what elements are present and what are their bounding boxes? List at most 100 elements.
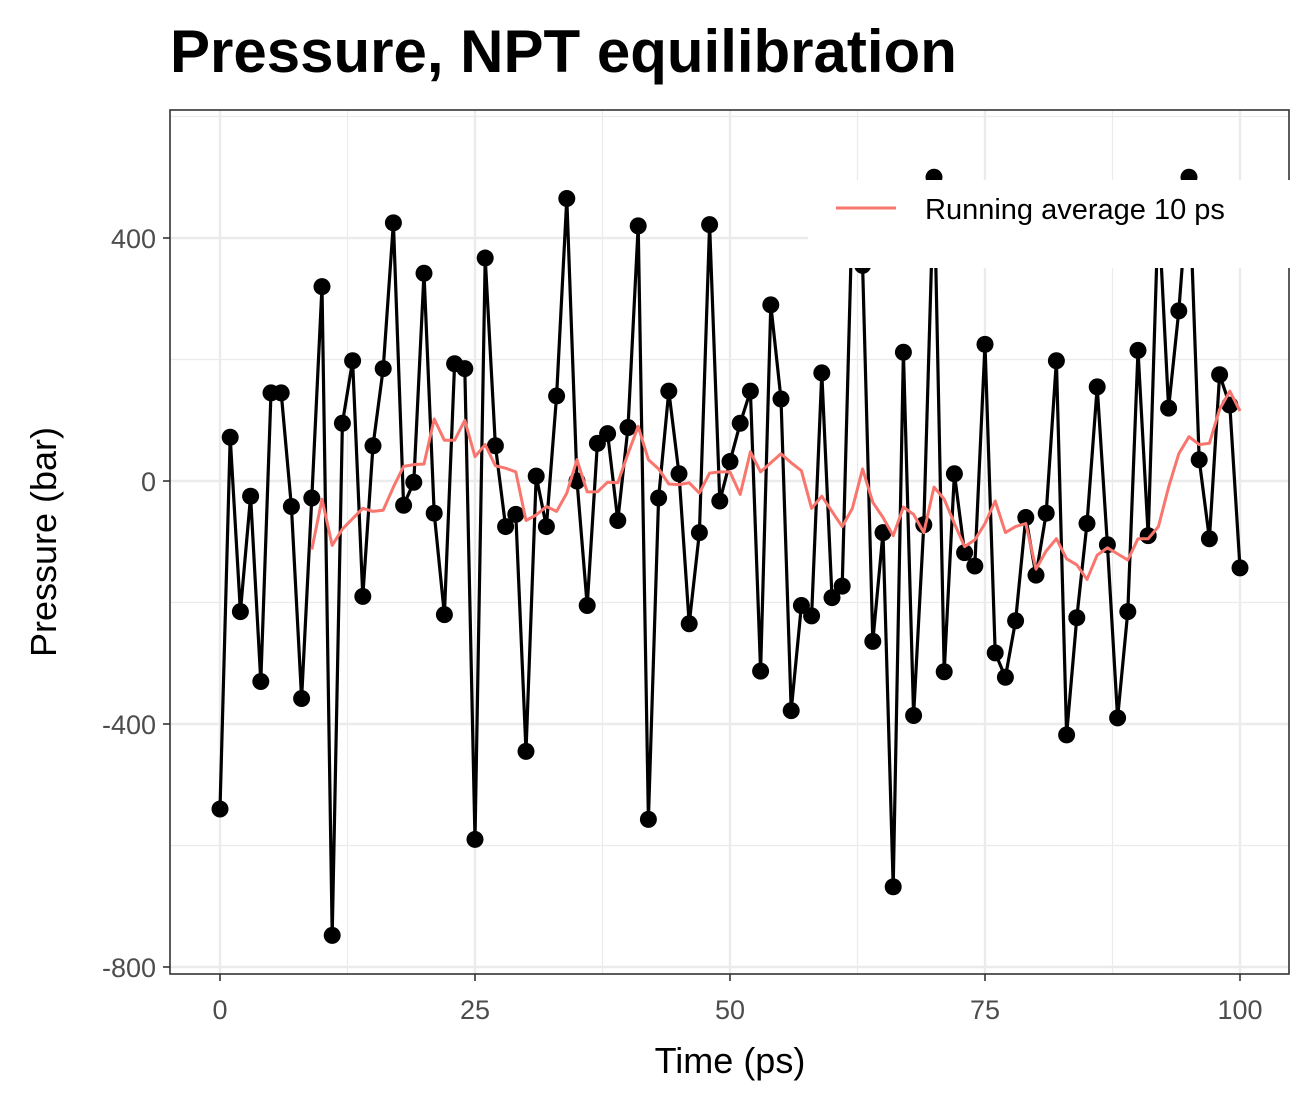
pressure-point bbox=[741, 382, 759, 400]
pressure-point bbox=[282, 498, 300, 516]
pressure-point bbox=[1109, 709, 1127, 727]
pressure-point bbox=[1027, 566, 1045, 584]
pressure-point bbox=[629, 217, 647, 235]
y-tick-label: 400 bbox=[111, 224, 156, 254]
pressure-point bbox=[293, 689, 311, 707]
pressure-point bbox=[905, 706, 923, 724]
pressure-point bbox=[731, 414, 749, 432]
pressure-point bbox=[966, 557, 984, 575]
pressure-point bbox=[486, 437, 504, 455]
pressure-point bbox=[956, 544, 974, 562]
pressure-point bbox=[1017, 508, 1035, 526]
pressure-point bbox=[976, 335, 994, 353]
pressure-point bbox=[1119, 603, 1137, 621]
pressure-point bbox=[364, 437, 382, 455]
pressure-point bbox=[884, 878, 902, 896]
pressure-point bbox=[721, 453, 739, 471]
pressure-point bbox=[874, 524, 892, 542]
pressure-point bbox=[466, 830, 484, 848]
pressure-point bbox=[772, 390, 790, 408]
legend-label-running-average: Running average 10 ps bbox=[925, 194, 1225, 226]
pressure-point bbox=[578, 597, 596, 615]
x-tick-label: 25 bbox=[460, 995, 490, 1025]
pressure-point bbox=[497, 518, 515, 536]
pressure-point bbox=[1170, 302, 1188, 320]
pressure-point bbox=[701, 216, 719, 234]
pressure-point bbox=[405, 473, 423, 491]
legend: Running average 10 ps bbox=[808, 180, 1308, 268]
pressure-point bbox=[507, 505, 525, 523]
pressure-point bbox=[1088, 378, 1106, 396]
pressure-point bbox=[1068, 609, 1086, 627]
pressure-point bbox=[813, 364, 831, 382]
pressure-point bbox=[792, 597, 810, 615]
pressure-point bbox=[425, 504, 443, 522]
pressure-point bbox=[435, 606, 453, 624]
pressure-point bbox=[537, 518, 555, 536]
axis-ticks: 0 25 50 75 100 -800 -400 0 400 bbox=[102, 224, 1263, 1025]
pressure-point bbox=[894, 343, 912, 361]
pressure-point bbox=[833, 577, 851, 595]
pressure-point bbox=[303, 489, 321, 507]
pressure-point bbox=[548, 387, 566, 405]
y-axis-title: Pressure (bar) bbox=[23, 427, 64, 657]
pressure-point bbox=[517, 742, 535, 760]
pressure-point bbox=[935, 663, 953, 681]
pressure-point bbox=[242, 487, 260, 505]
pressure-point bbox=[344, 352, 362, 370]
pressure-point bbox=[221, 428, 239, 446]
pressure-point bbox=[384, 214, 402, 232]
x-axis-title: Time (ps) bbox=[655, 1040, 806, 1081]
pressure-point bbox=[456, 360, 474, 378]
pressure-point bbox=[231, 603, 249, 621]
pressure-point bbox=[690, 524, 708, 542]
pressure-point bbox=[864, 632, 882, 650]
chart-title: Pressure, NPT equilibration bbox=[170, 18, 957, 85]
pressure-point bbox=[650, 489, 668, 507]
pressure-point bbox=[639, 810, 657, 828]
pressure-point bbox=[1058, 726, 1076, 744]
x-tick-label: 50 bbox=[715, 995, 745, 1025]
pressure-point bbox=[619, 419, 637, 437]
pressure-point bbox=[272, 384, 290, 402]
pressure-point bbox=[527, 467, 545, 485]
pressure-point bbox=[354, 587, 372, 605]
pressure-point bbox=[252, 672, 270, 690]
pressure-point bbox=[680, 615, 698, 633]
pressure-point bbox=[1007, 612, 1025, 630]
pressure-point bbox=[211, 800, 229, 818]
pressure-point bbox=[1200, 530, 1218, 548]
pressure-point bbox=[599, 425, 617, 443]
x-tick-label: 100 bbox=[1217, 995, 1262, 1025]
pressure-point bbox=[415, 264, 433, 282]
pressure-point bbox=[986, 644, 1004, 662]
pressure-point bbox=[1231, 559, 1249, 577]
pressure-point bbox=[1047, 352, 1065, 370]
pressure-point bbox=[323, 926, 341, 944]
x-tick-label: 75 bbox=[970, 995, 1000, 1025]
y-tick-label: 0 bbox=[141, 467, 156, 497]
pressure-point bbox=[660, 382, 678, 400]
legend-background bbox=[808, 180, 1308, 268]
series-layer bbox=[211, 168, 1249, 944]
pressure-point bbox=[752, 662, 770, 680]
pressure-point bbox=[313, 278, 331, 296]
pressure-point bbox=[1129, 341, 1147, 359]
pressure-point bbox=[1078, 515, 1096, 533]
pressure-point bbox=[945, 465, 963, 483]
running-average-line bbox=[310, 389, 1242, 581]
pressure-point bbox=[782, 702, 800, 720]
pressure-point bbox=[1211, 366, 1229, 384]
pressure-point bbox=[395, 496, 413, 514]
pressure-point bbox=[1190, 451, 1208, 469]
pressure-point bbox=[374, 360, 392, 378]
pressure-point bbox=[670, 465, 688, 483]
pressure-point bbox=[823, 589, 841, 607]
pressure-point bbox=[762, 296, 780, 314]
x-tick-label: 0 bbox=[212, 995, 227, 1025]
pressure-point bbox=[476, 249, 494, 267]
pressure-point bbox=[996, 668, 1014, 686]
pressure-point bbox=[558, 190, 576, 208]
pressure-point bbox=[333, 414, 351, 432]
